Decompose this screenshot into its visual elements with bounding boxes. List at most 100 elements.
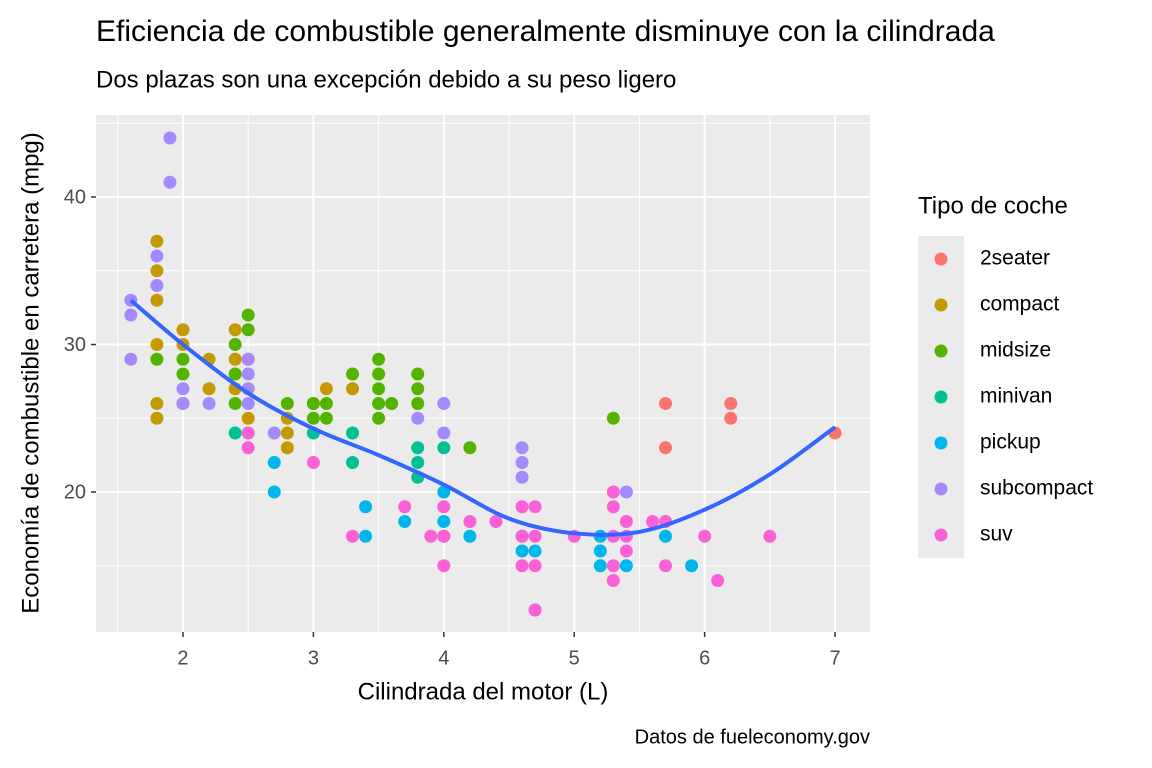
point <box>176 367 190 381</box>
point <box>724 397 738 411</box>
point <box>411 397 425 411</box>
point <box>437 559 451 573</box>
point <box>606 559 620 573</box>
point <box>724 411 738 425</box>
point <box>346 426 360 440</box>
point <box>241 323 255 337</box>
caption: Datos de fueleconomy.gov <box>635 726 870 748</box>
point <box>606 500 620 514</box>
point <box>385 397 399 411</box>
legend-label: 2seater <box>980 247 1050 270</box>
legend: 2seater compact midsize minivan pickup subcom… <box>918 236 1093 558</box>
panel <box>96 115 870 632</box>
point <box>124 352 138 366</box>
chart-subtitle: Dos plazas son una excepción debido a su… <box>96 66 676 93</box>
point <box>515 500 529 514</box>
point <box>437 485 451 499</box>
point <box>228 352 242 366</box>
point <box>659 441 673 455</box>
point <box>528 500 542 514</box>
point <box>228 397 242 411</box>
point <box>346 367 360 381</box>
point <box>372 397 386 411</box>
point <box>228 426 242 440</box>
point <box>528 529 542 543</box>
point <box>515 456 529 470</box>
point <box>202 382 216 396</box>
point <box>528 603 542 617</box>
point <box>528 544 542 558</box>
point <box>124 308 138 322</box>
point <box>515 559 529 573</box>
point <box>241 308 255 322</box>
x-tick-label: 7 <box>829 647 840 669</box>
point <box>659 559 673 573</box>
point <box>176 352 190 366</box>
legend-label: minivan <box>980 385 1052 408</box>
point <box>267 426 281 440</box>
point <box>619 485 633 499</box>
point <box>280 426 294 440</box>
point <box>411 382 425 396</box>
legend-title: Tipo de coche <box>918 192 1068 219</box>
point <box>645 515 659 529</box>
point <box>659 529 673 543</box>
point <box>463 441 477 455</box>
point <box>711 574 725 588</box>
point <box>489 515 503 529</box>
point <box>437 529 451 543</box>
point <box>359 529 373 543</box>
y-tick-label: 40 <box>64 186 86 208</box>
point <box>685 559 699 573</box>
point <box>150 249 164 263</box>
point <box>150 397 164 411</box>
point <box>150 234 164 248</box>
legend-label: pickup <box>980 431 1041 454</box>
point <box>437 441 451 455</box>
point <box>698 529 712 543</box>
point <box>241 441 255 455</box>
point <box>150 264 164 278</box>
point <box>241 426 255 440</box>
point <box>228 367 242 381</box>
point <box>593 544 607 558</box>
point <box>515 470 529 484</box>
point <box>463 515 477 529</box>
point <box>346 529 360 543</box>
x-tick-label: 4 <box>438 647 449 669</box>
x-tick-label: 6 <box>699 647 710 669</box>
point <box>267 456 281 470</box>
legend-swatch <box>934 344 948 358</box>
legend-label: subcompact <box>980 477 1093 500</box>
point <box>437 397 451 411</box>
legend-swatch <box>934 436 948 450</box>
x-tick-label: 2 <box>177 647 188 669</box>
point <box>319 382 333 396</box>
point <box>241 397 255 411</box>
point <box>528 559 542 573</box>
point <box>372 382 386 396</box>
point <box>372 367 386 381</box>
point <box>163 175 177 189</box>
point <box>306 411 320 425</box>
point <box>606 411 620 425</box>
legend-swatch <box>934 390 948 404</box>
point <box>515 529 529 543</box>
point <box>398 515 412 529</box>
point <box>619 544 633 558</box>
point <box>411 441 425 455</box>
point <box>411 456 425 470</box>
point <box>659 397 673 411</box>
point <box>763 529 777 543</box>
point <box>619 515 633 529</box>
point <box>150 411 164 425</box>
legend-label: midsize <box>980 339 1051 362</box>
legend-swatch <box>934 482 948 496</box>
point <box>606 485 620 499</box>
point <box>619 559 633 573</box>
point <box>593 559 607 573</box>
y-axis-label: Economía de combustible en carretera (mp… <box>17 132 44 614</box>
point <box>306 397 320 411</box>
point <box>346 456 360 470</box>
